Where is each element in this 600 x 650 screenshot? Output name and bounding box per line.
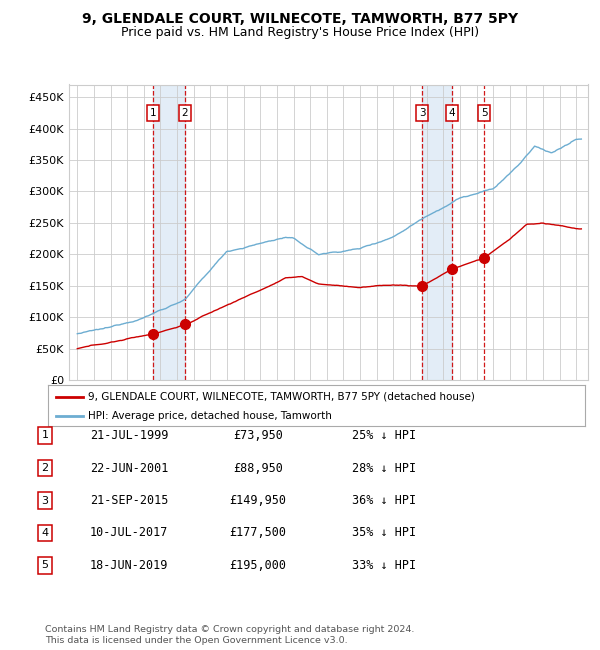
Text: 5: 5 [481,108,488,118]
Text: 10-JUL-2017: 10-JUL-2017 [90,526,168,539]
Text: 9, GLENDALE COURT, WILNECOTE, TAMWORTH, B77 5PY (detached house): 9, GLENDALE COURT, WILNECOTE, TAMWORTH, … [88,392,475,402]
Text: 25% ↓ HPI: 25% ↓ HPI [352,429,416,442]
Text: 4: 4 [449,108,455,118]
Text: 1: 1 [41,430,49,441]
Text: 3: 3 [419,108,425,118]
Text: £88,950: £88,950 [233,462,283,474]
Text: 5: 5 [41,560,49,571]
Text: £177,500: £177,500 [229,526,287,539]
Text: 18-JUN-2019: 18-JUN-2019 [90,559,168,572]
Text: 9, GLENDALE COURT, WILNECOTE, TAMWORTH, B77 5PY: 9, GLENDALE COURT, WILNECOTE, TAMWORTH, … [82,12,518,26]
Bar [422,84,452,380]
Text: 22-JUN-2001: 22-JUN-2001 [90,462,168,474]
Text: £149,950: £149,950 [229,494,287,507]
Text: 21-SEP-2015: 21-SEP-2015 [90,494,168,507]
Text: £73,950: £73,950 [233,429,283,442]
Text: 35% ↓ HPI: 35% ↓ HPI [352,526,416,539]
Text: 2: 2 [182,108,188,118]
Text: 2: 2 [41,463,49,473]
Text: Contains HM Land Registry data © Crown copyright and database right 2024.
This d: Contains HM Land Registry data © Crown c… [45,625,415,645]
Bar [153,84,185,380]
Text: Price paid vs. HM Land Registry's House Price Index (HPI): Price paid vs. HM Land Registry's House … [121,26,479,39]
Text: HPI: Average price, detached house, Tamworth: HPI: Average price, detached house, Tamw… [88,411,332,421]
Text: 33% ↓ HPI: 33% ↓ HPI [352,559,416,572]
Text: 3: 3 [41,495,49,506]
Text: 36% ↓ HPI: 36% ↓ HPI [352,494,416,507]
Text: 28% ↓ HPI: 28% ↓ HPI [352,462,416,474]
Text: 21-JUL-1999: 21-JUL-1999 [90,429,168,442]
Text: 4: 4 [41,528,49,538]
Text: 1: 1 [149,108,157,118]
Text: £195,000: £195,000 [229,559,287,572]
